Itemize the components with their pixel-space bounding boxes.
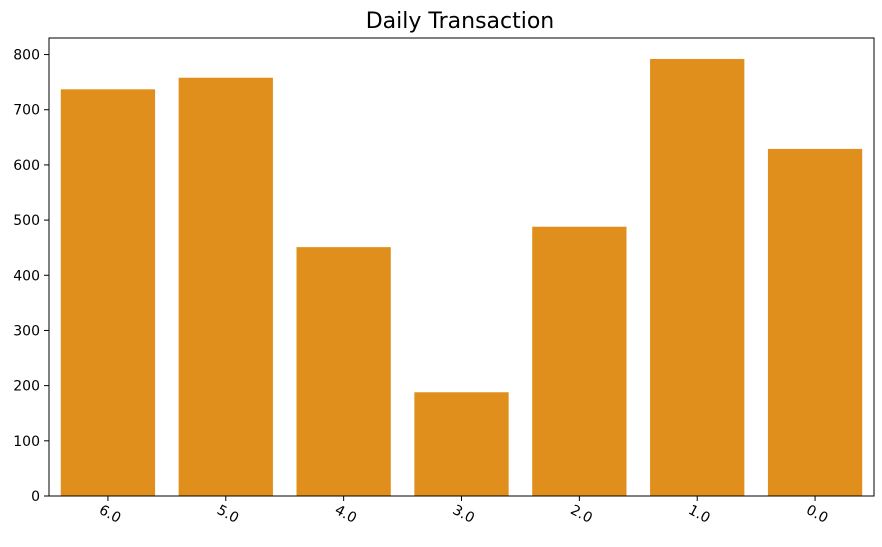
y-tick-label: 400	[13, 268, 40, 284]
y-axis: 0 100 200 300 400 500 600 700 800	[13, 48, 49, 505]
x-tick-label: 5.0	[214, 502, 241, 527]
bar-3-0	[414, 392, 509, 496]
x-tick-label: 4.0	[332, 502, 359, 527]
plot-frame	[48, 37, 875, 497]
y-tick-label: 800	[13, 48, 40, 64]
x-tick-label: 0.0	[803, 502, 830, 527]
bar-0-0	[767, 148, 863, 496]
x-tick-label: 2.0	[568, 502, 595, 527]
bars-group	[60, 58, 863, 497]
x-tick-label: 1.0	[686, 502, 713, 527]
x-tick-label: 6.0	[96, 502, 123, 527]
bar-4-0	[296, 247, 391, 496]
chart-title: Daily Transaction	[366, 9, 555, 34]
y-tick-label: 100	[13, 434, 40, 450]
y-tick-label: 500	[13, 213, 40, 229]
y-tick-label: 0	[31, 489, 40, 505]
y-tick-label: 600	[13, 158, 40, 174]
bar-5-0	[178, 77, 273, 497]
bar-1-0	[650, 58, 745, 496]
bar-2-0	[532, 226, 627, 496]
y-tick-label: 700	[13, 103, 40, 119]
bar-6-0	[60, 89, 156, 497]
y-tick-label: 300	[13, 323, 40, 339]
x-axis: 6.0 5.0 4.0 3.0 2.0 1.0 0.0	[96, 496, 831, 527]
y-tick-label: 200	[13, 379, 40, 395]
x-tick-label: 3.0	[450, 502, 477, 527]
